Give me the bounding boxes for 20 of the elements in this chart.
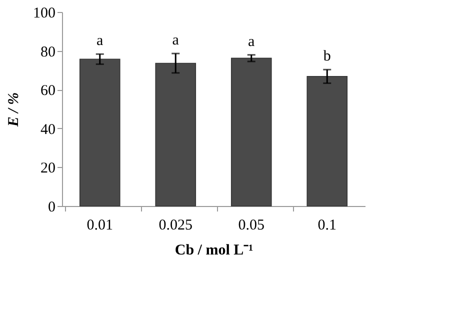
y-tick-label: 20	[40, 160, 56, 177]
x-tick-label: 0.025	[158, 218, 192, 234]
annotation: a	[248, 34, 256, 50]
bar	[155, 62, 196, 206]
bar	[306, 76, 348, 206]
y-axis-title: E / %	[6, 92, 22, 128]
x-axis-title: Cb / mol L⁻¹	[174, 242, 254, 258]
annotation: a	[96, 33, 104, 50]
y-tick-label: 60	[40, 83, 56, 100]
annotation: b	[323, 48, 331, 65]
x-tick-label: 0.01	[86, 218, 113, 234]
x-tick-label: 0.05	[238, 218, 264, 234]
bar	[79, 58, 120, 206]
y-tick-label: 0	[48, 200, 56, 216]
x-tick-label: 0.1	[318, 218, 336, 234]
bar	[230, 58, 272, 206]
y-tick-label: 100	[33, 6, 56, 22]
y-tick-label: 80	[40, 44, 56, 60]
y-tick-label: 40	[40, 122, 56, 138]
annotation: a	[172, 32, 180, 49]
